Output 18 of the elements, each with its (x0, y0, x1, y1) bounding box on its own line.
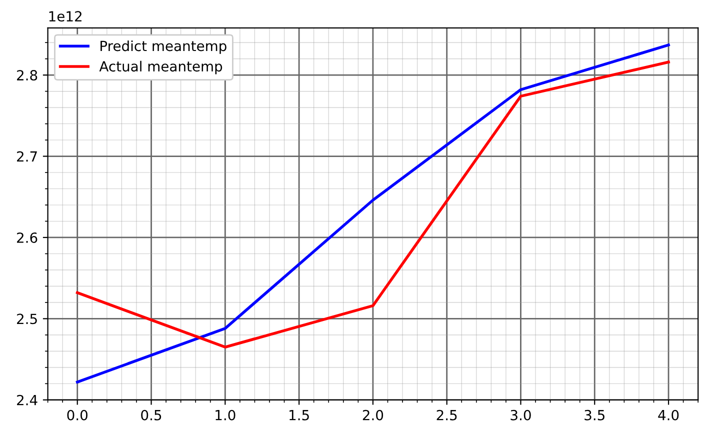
x-tick-label: 0.5 (141, 410, 162, 420)
x-tick-label: 3.5 (584, 410, 604, 420)
x-tick-label: 1.5 (290, 410, 309, 420)
x-tick-label: 4.0 (658, 410, 679, 420)
x-tick-label: 2.0 (362, 410, 384, 420)
legend-label: Actual meantemp (99, 60, 222, 74)
y-tick-label: 2.4 (17, 394, 38, 406)
y-tick-label: 2.6 (17, 232, 38, 243)
x-tick-label: 3.0 (510, 410, 531, 420)
x-tick-label: 0.0 (67, 410, 88, 420)
x-tick-label: 1.0 (216, 410, 236, 420)
y-tick-label: 2.7 (17, 151, 37, 162)
legend-label: Predict meantemp (100, 40, 226, 54)
line-series (76, 60, 670, 348)
x-tick-label: 2.5 (436, 410, 457, 420)
y-tick-label: 2.8 (17, 70, 38, 81)
text: 1e12 (49, 11, 82, 22)
y-tick-label: 2.5 (17, 314, 37, 324)
